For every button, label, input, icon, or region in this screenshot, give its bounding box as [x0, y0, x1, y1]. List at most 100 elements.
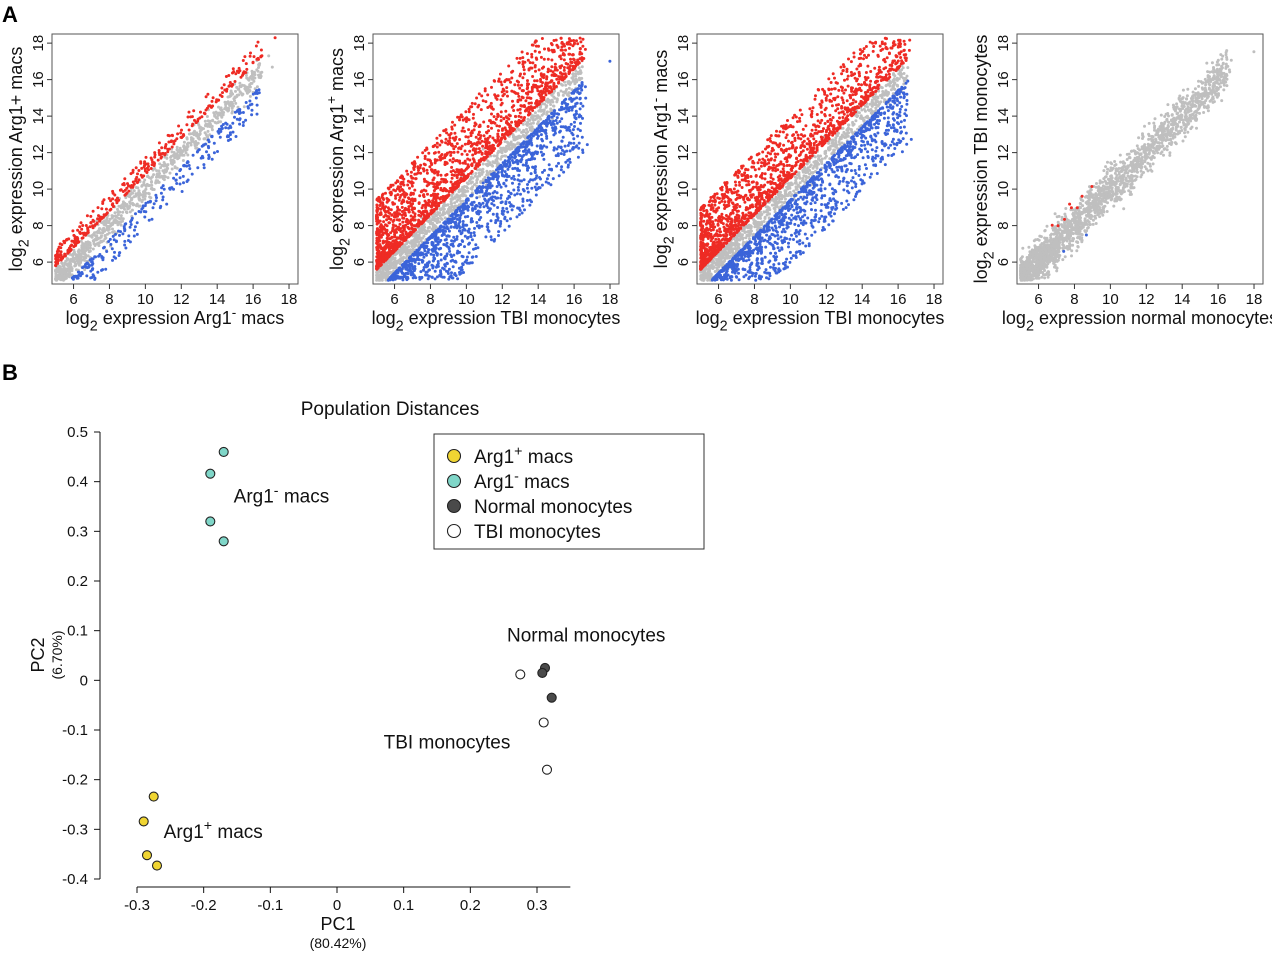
data-point: [135, 204, 138, 208]
data-point: [513, 177, 516, 181]
data-point: [116, 207, 119, 211]
data-point: [567, 37, 571, 41]
data-point: [459, 199, 463, 203]
data-point: [424, 189, 428, 193]
data-point: [526, 58, 530, 62]
data-point: [198, 126, 202, 130]
data-point: [439, 258, 443, 262]
data-point: [143, 160, 147, 164]
data-point: [497, 149, 501, 153]
data-point: [468, 149, 472, 153]
data-point: [525, 199, 529, 202]
data-point: [522, 130, 526, 134]
data-point: [213, 120, 217, 124]
data-point: [59, 246, 63, 250]
data-point: [571, 44, 575, 48]
data-point: [551, 126, 555, 130]
data-point: [190, 172, 194, 176]
data-point: [434, 159, 437, 163]
data-point: [161, 177, 165, 181]
data-point: [146, 175, 149, 179]
data-point: [422, 255, 426, 259]
data-point: [238, 81, 242, 85]
data-point: [104, 267, 108, 271]
data-point: [507, 117, 511, 121]
data-point: [440, 153, 444, 156]
data-point: [447, 139, 451, 143]
data-point: [481, 144, 485, 148]
data-point: [377, 230, 380, 234]
data-point: [516, 185, 520, 189]
data-point: [160, 163, 164, 167]
data-point: [410, 231, 414, 234]
data-point: [137, 178, 141, 182]
data-point: [431, 178, 435, 182]
data-point: [495, 154, 499, 158]
data-point: [382, 271, 386, 275]
data-point: [499, 110, 503, 114]
data-point: [394, 194, 397, 198]
data-point: [427, 151, 431, 155]
data-point: [229, 137, 232, 141]
data-point: [224, 75, 228, 78]
data-point: [492, 154, 496, 158]
data-point: [515, 56, 519, 60]
data-point: [503, 140, 507, 144]
data-point: [180, 151, 184, 155]
data-point: [402, 265, 405, 269]
data-point: [124, 192, 128, 196]
data-point: [204, 95, 208, 99]
data-point: [556, 91, 560, 95]
data-point: [55, 250, 59, 253]
data-point: [516, 83, 520, 87]
data-point: [491, 175, 495, 179]
data-point: [482, 205, 486, 209]
data-point: [505, 219, 509, 223]
data-point: [140, 184, 144, 188]
data-point: [564, 160, 568, 164]
data-point: [406, 179, 410, 183]
data-point: [144, 184, 148, 188]
data-point: [400, 200, 404, 204]
data-point: [533, 157, 537, 161]
data-point: [470, 143, 474, 147]
data-point: [458, 118, 461, 122]
data-point: [62, 240, 66, 244]
data-point: [408, 248, 412, 252]
data-point: [56, 259, 60, 263]
data-point: [576, 155, 580, 159]
data-point: [508, 132, 512, 136]
data-point: [411, 276, 415, 280]
data-point: [517, 188, 520, 192]
data-point: [566, 81, 570, 85]
data-point: [90, 276, 94, 279]
data-point: [223, 107, 227, 111]
data-point: [510, 147, 514, 151]
data-point: [259, 54, 263, 58]
data-point: [552, 119, 555, 123]
data-point: [410, 180, 414, 184]
data-point: [445, 210, 449, 214]
data-point: [463, 149, 467, 153]
data-point: [519, 115, 523, 119]
data-point: [76, 239, 80, 243]
data-point: [411, 176, 415, 180]
data-point: [466, 182, 470, 186]
data-point: [152, 161, 156, 165]
data-point: [558, 120, 562, 123]
data-point: [419, 171, 423, 175]
data-point: [107, 231, 111, 235]
data-point: [419, 270, 423, 274]
data-point: [506, 122, 510, 125]
data-point: [411, 239, 415, 242]
data-point: [481, 167, 485, 171]
data-point: [574, 64, 578, 68]
data-point: [109, 242, 113, 246]
data-point: [577, 141, 581, 145]
data-point: [552, 81, 556, 85]
data-point: [150, 180, 153, 183]
data-point: [557, 81, 560, 85]
data-point: [449, 153, 453, 157]
data-point: [492, 203, 496, 207]
data-point: [427, 220, 431, 224]
